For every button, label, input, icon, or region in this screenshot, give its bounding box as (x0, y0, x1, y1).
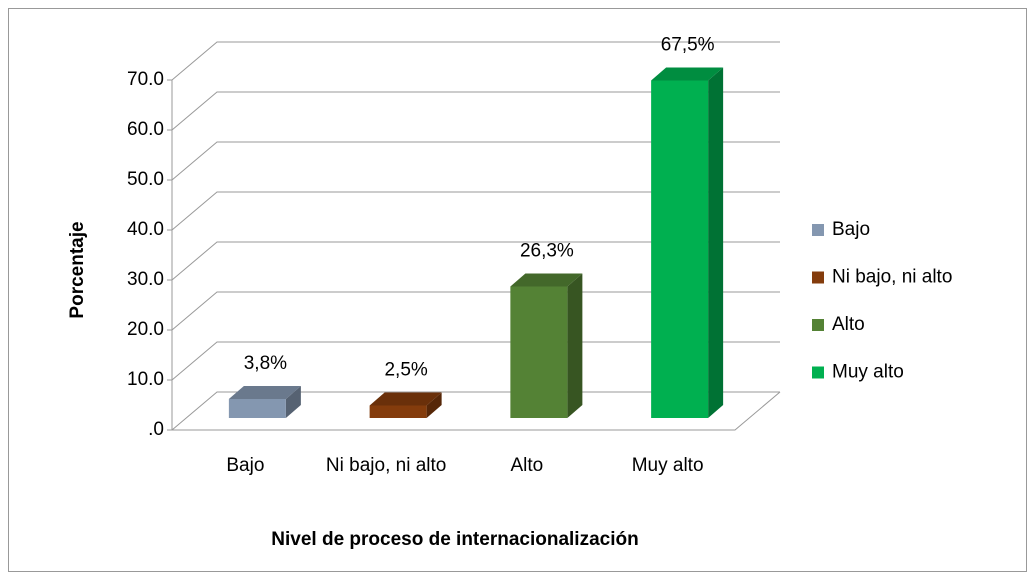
grid-line (171, 291, 780, 331)
grid-line (171, 191, 780, 231)
legend-swatch (812, 271, 824, 284)
legend-swatch (812, 366, 824, 379)
y-tick-label: 20.0 (127, 319, 164, 340)
y-axis-title: Porcentaje (67, 221, 88, 318)
x-tick-label: Ni bajo, ni alto (325, 455, 447, 476)
bar-side (708, 67, 724, 418)
data-label: 26,3% (520, 241, 574, 262)
bar-side (426, 392, 442, 418)
grid-line (171, 391, 780, 431)
bar (651, 80, 709, 418)
bar (510, 286, 568, 418)
y-tick-label: 30.0 (127, 269, 164, 290)
bar-side (285, 386, 301, 418)
legend-label: Ni bajo, ni alto (832, 267, 952, 288)
grid-line (171, 91, 780, 131)
y-tick-label: 50.0 (127, 169, 164, 190)
data-label: 2,5% (384, 360, 427, 381)
y-tick-label: 10.0 (127, 369, 164, 390)
grid-line (171, 341, 780, 381)
legend-label: Bajo (832, 219, 870, 240)
legend-label: Muy alto (832, 362, 904, 383)
grid-line (171, 41, 780, 81)
bar-side (567, 273, 583, 418)
data-label: 3,8% (244, 353, 287, 374)
x-axis-title: Nivel de proceso de internacionalización (271, 529, 638, 550)
grid-line (171, 141, 780, 181)
grid-line (171, 241, 780, 281)
legend-label: Alto (832, 314, 865, 335)
legend-swatch (812, 319, 824, 331)
y-tick-label: 40.0 (127, 219, 164, 240)
x-tick-label: Muy alto (631, 455, 704, 476)
floor (172, 391, 781, 431)
x-tick-label: Bajo (226, 455, 265, 476)
bar-top (651, 67, 724, 81)
y-tick-label: .0 (148, 419, 164, 440)
y-tick-label: 70.0 (127, 69, 164, 90)
bar-top (228, 386, 301, 399)
y-tick-label: 60.0 (127, 119, 164, 140)
legend-swatch (812, 224, 824, 236)
bar-top (510, 273, 583, 287)
x-tick-label: Alto (510, 455, 544, 476)
bar-top (369, 392, 442, 406)
bar (369, 405, 427, 418)
data-label: 67,5% (661, 35, 715, 56)
bar (228, 399, 286, 418)
